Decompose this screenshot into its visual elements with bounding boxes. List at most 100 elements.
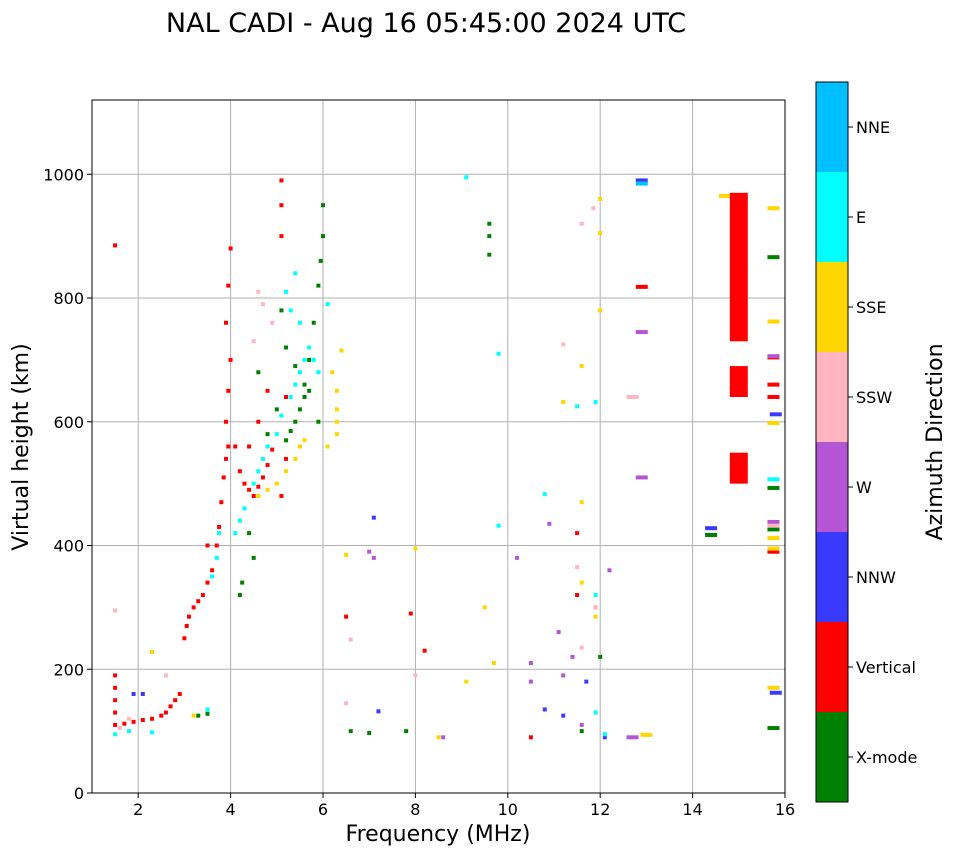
data-point	[348, 637, 353, 642]
data-point	[242, 506, 247, 511]
data-point	[187, 614, 192, 619]
data-point	[260, 302, 265, 307]
data-point	[113, 673, 118, 678]
data-point	[233, 531, 238, 536]
data-point	[602, 732, 607, 737]
data-point	[348, 729, 353, 734]
colorbar-tick-label: E	[856, 208, 866, 227]
data-point	[334, 388, 339, 393]
data-point	[159, 713, 164, 718]
data-point	[640, 732, 653, 737]
data-point	[247, 487, 252, 492]
y-tick-label: 1000	[43, 165, 84, 184]
data-point	[113, 722, 118, 727]
data-point	[767, 527, 780, 532]
data-point	[274, 432, 279, 437]
series-ssw	[113, 206, 780, 731]
data-point	[205, 711, 210, 716]
data-point	[408, 611, 413, 616]
colorbar-tick-label: X-mode	[856, 748, 917, 767]
data-point	[339, 348, 344, 353]
data-point	[579, 729, 584, 734]
data-point	[251, 555, 256, 560]
data-point	[226, 283, 231, 288]
data-point	[579, 221, 584, 226]
data-point	[496, 351, 501, 356]
data-point	[316, 419, 321, 424]
data-point	[570, 654, 575, 659]
data-point	[598, 197, 603, 201]
data-point	[591, 206, 596, 211]
data-point	[205, 543, 210, 548]
data-point	[575, 531, 580, 536]
data-point	[150, 730, 155, 735]
data-point	[334, 407, 339, 412]
data-point	[344, 552, 349, 557]
data-point	[260, 456, 265, 461]
data-point	[705, 532, 718, 537]
data-point	[113, 698, 118, 703]
colorbar-segment	[816, 262, 848, 352]
data-point	[325, 444, 330, 449]
series-vertical	[113, 178, 780, 740]
data-point	[598, 654, 603, 659]
data-point	[318, 258, 323, 263]
data-point	[288, 429, 293, 434]
data-point	[464, 679, 469, 684]
data-point	[334, 432, 339, 437]
data-point	[575, 565, 580, 570]
data-point	[635, 330, 648, 335]
data-point	[265, 444, 270, 449]
data-point	[279, 203, 284, 208]
data-point	[767, 485, 780, 490]
data-point	[496, 523, 501, 528]
data-point	[233, 444, 238, 449]
data-point	[251, 339, 256, 344]
series-nnw	[131, 178, 782, 740]
data-point	[293, 271, 298, 276]
data-point	[237, 593, 242, 597]
x-tick-label: 6	[318, 800, 328, 819]
colorbar-segment	[816, 172, 848, 262]
colorbar-frame	[815, 81, 849, 803]
data-point	[284, 469, 289, 474]
data-point	[302, 357, 307, 362]
data-point	[635, 475, 648, 480]
y-tick-label: 800	[53, 289, 84, 308]
colorbar-segment	[816, 352, 848, 442]
series-e	[113, 175, 780, 737]
data-point	[256, 289, 261, 294]
colorbar-segment	[816, 532, 848, 622]
data-point	[334, 419, 339, 424]
data-point	[219, 500, 224, 505]
data-point	[140, 717, 145, 722]
data-point	[293, 456, 298, 461]
data-point	[228, 357, 233, 362]
data-point	[293, 419, 298, 424]
data-point	[767, 726, 780, 731]
data-point	[126, 729, 131, 734]
chart-title: NAL CADI - Aug 16 05:45:00 2024 UTC	[166, 8, 686, 39]
data-point	[279, 494, 284, 498]
colorbar: X-mode Vertical NNW W SSW SSE E NNE	[815, 81, 917, 803]
x-tick-label: 16	[775, 800, 795, 819]
data-point	[767, 354, 780, 359]
data-point	[718, 193, 731, 198]
colorbar-segment	[816, 442, 848, 532]
data-point	[367, 549, 372, 554]
data-point	[288, 308, 293, 313]
data-point	[487, 252, 492, 257]
data-point	[579, 364, 584, 369]
data-point	[561, 399, 566, 404]
data-point	[256, 494, 261, 498]
data-point	[344, 701, 349, 706]
data-point	[528, 661, 533, 666]
data-point	[182, 636, 187, 641]
x-tick-label: 14	[682, 800, 702, 819]
data-point	[767, 523, 780, 528]
data-point	[705, 526, 718, 531]
data-point	[205, 707, 210, 712]
y-tick-label: 400	[53, 537, 84, 556]
data-point	[767, 536, 780, 541]
data-point	[113, 608, 118, 613]
